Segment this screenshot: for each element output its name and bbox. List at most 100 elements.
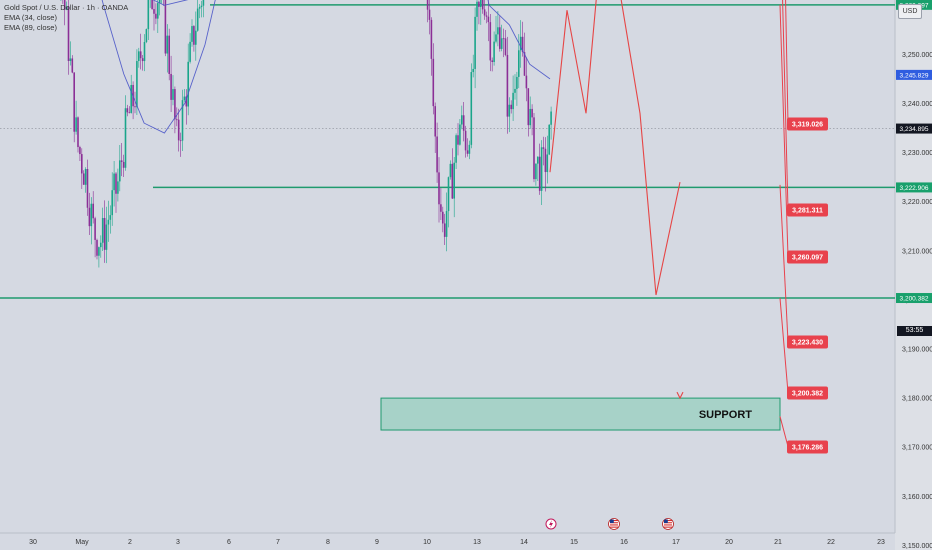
x-tick-label: 22: [827, 539, 835, 546]
ema-34-label[interactable]: EMA (34, close): [4, 13, 57, 22]
candle-down: [63, 0, 66, 10]
price-tag-label: 3,223.430: [792, 340, 823, 347]
y-tick-label: 3,220.000: [902, 199, 932, 206]
flag-canton: [610, 519, 614, 523]
candle-up: [166, 35, 169, 54]
y-tick-label: 3,250.000: [902, 52, 932, 59]
candle-up: [107, 219, 110, 225]
x-tick-label: 15: [570, 539, 578, 546]
x-tick-label: 30: [29, 539, 37, 546]
candle-down: [478, 1, 480, 7]
candle-down: [428, 9, 431, 20]
us-flag-icon: [662, 518, 674, 530]
candle-up: [198, 7, 201, 9]
candle-down: [134, 106, 136, 108]
price-tag: [787, 250, 828, 264]
candle-down: [457, 135, 459, 145]
x-tick-label: 10: [423, 539, 431, 546]
flag-canton: [664, 519, 668, 523]
candle-down: [443, 223, 446, 237]
x-tick-label: 13: [473, 539, 481, 546]
candle-up: [113, 173, 115, 191]
candle-down: [151, 0, 153, 10]
candle-up: [548, 124, 550, 155]
candle-up: [158, 0, 161, 4]
candle-up: [472, 68, 474, 73]
candle-up: [519, 36, 522, 51]
candle-up: [537, 156, 539, 164]
candle-down: [170, 73, 172, 100]
bar-countdown: 53:55: [897, 326, 932, 336]
price-tag: [787, 440, 828, 454]
candle-down: [82, 173, 85, 185]
y-tick-label: 3,150.000: [902, 543, 932, 550]
candle-up: [196, 8, 199, 31]
x-tick-label: 2: [128, 539, 132, 546]
x-tick-label: 17: [672, 539, 680, 546]
price-tag-connector: [782, 0, 789, 210]
price-tag-label: 3,319.026: [792, 122, 823, 129]
candle-up: [474, 16, 476, 69]
candle-down: [430, 19, 433, 59]
candle-down: [185, 96, 188, 107]
y-tick-label: 3,190.000: [902, 347, 932, 354]
x-tick-label: May: [75, 539, 89, 546]
candle-down: [120, 160, 123, 162]
candle-down: [174, 89, 176, 120]
candle-down: [442, 211, 444, 224]
x-tick-label: 14: [520, 539, 528, 546]
candle-down: [538, 156, 541, 191]
chart-legend: Gold Spot / U.S. Dollar · 1h · OANDA EMA…: [4, 3, 128, 33]
candle-up: [540, 147, 543, 191]
axis-price-label-text: 3,222.906: [900, 185, 929, 192]
candle-down: [438, 172, 440, 205]
candle-up: [447, 177, 450, 212]
candle-down: [73, 72, 75, 132]
candle-up: [136, 61, 138, 108]
y-tick-label: 3,240.000: [902, 101, 932, 108]
candle-up: [75, 117, 77, 132]
y-tick-label: 3,160.000: [902, 494, 932, 501]
price-tag-connector: [779, 4, 789, 257]
candle-up: [468, 144, 471, 154]
axis-price-label-text: 3,245.829: [900, 72, 929, 79]
candle-down: [504, 38, 507, 55]
candle-up: [516, 76, 518, 89]
candle-down: [88, 207, 91, 227]
candle-down: [462, 115, 465, 131]
candle-up: [535, 163, 537, 180]
candle-up: [445, 211, 448, 237]
axis-price-label: [896, 69, 932, 80]
x-tick-label: 6: [227, 539, 231, 546]
flag-stripe: [610, 522, 618, 524]
candle-down: [179, 140, 182, 142]
candle-up: [65, 6, 68, 10]
ema-89-label[interactable]: EMA (89, close): [4, 23, 57, 32]
candle-down: [86, 169, 89, 208]
candle-up: [200, 5, 203, 8]
flag-stripe: [664, 520, 672, 522]
currency-button[interactable]: USD: [898, 4, 922, 19]
flag-stripe: [610, 526, 618, 528]
candle-down: [499, 27, 501, 49]
flag-stripe: [610, 524, 618, 526]
support-zone: [380, 397, 781, 431]
candle-down: [126, 108, 129, 113]
price-tag: [787, 335, 828, 349]
candle-down: [544, 148, 547, 173]
candle-up: [191, 26, 193, 42]
x-tick-label: 23: [877, 539, 885, 546]
symbol-title[interactable]: Gold Spot / U.S. Dollar · 1h · OANDA: [4, 3, 129, 12]
candle-down: [525, 75, 528, 89]
candle-up: [546, 154, 549, 173]
candle-up: [111, 190, 113, 216]
y-tick-label: 3,170.000: [902, 445, 932, 452]
candle-down: [94, 218, 96, 240]
candle-up: [493, 41, 495, 62]
candle-up: [187, 61, 189, 107]
candle-up: [461, 115, 463, 125]
candle-up: [105, 224, 108, 250]
candle-down: [506, 54, 509, 117]
